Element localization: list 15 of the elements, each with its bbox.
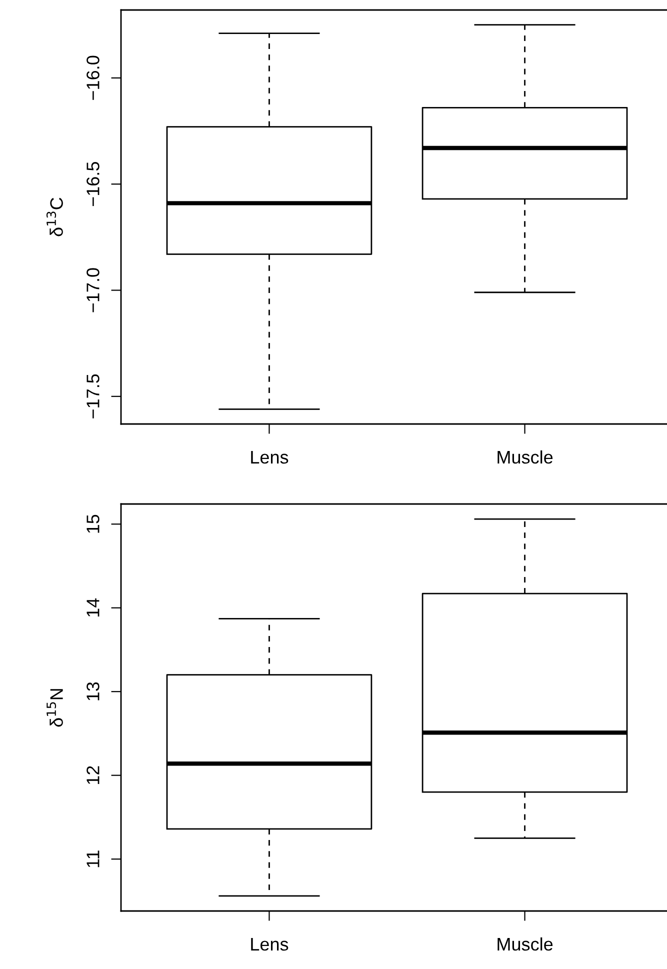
- y-tick-label: 13: [86, 682, 100, 700]
- x-tick-label: Lens: [251, 451, 288, 464]
- x-tick-label: Muscle: [498, 450, 553, 464]
- y-axis-title: δ$^{15}$N: [46, 689, 63, 727]
- x-tick-label: Lens: [251, 938, 288, 951]
- x-tick-label: Muscle: [498, 937, 553, 951]
- y-axis-title: δ$^{13}$C: [46, 198, 63, 236]
- y-tick-label: −16.5: [86, 162, 100, 206]
- y-tick-label: 12: [86, 766, 100, 784]
- y-tick-label: 14: [86, 598, 100, 617]
- y-tick-label: 15: [86, 514, 100, 533]
- y-tick-label: −17.5: [86, 374, 100, 418]
- y-tick-label: −17.0: [86, 268, 100, 312]
- y-tick-label: 11: [86, 850, 100, 868]
- y-tick-label: −16.0: [86, 56, 100, 100]
